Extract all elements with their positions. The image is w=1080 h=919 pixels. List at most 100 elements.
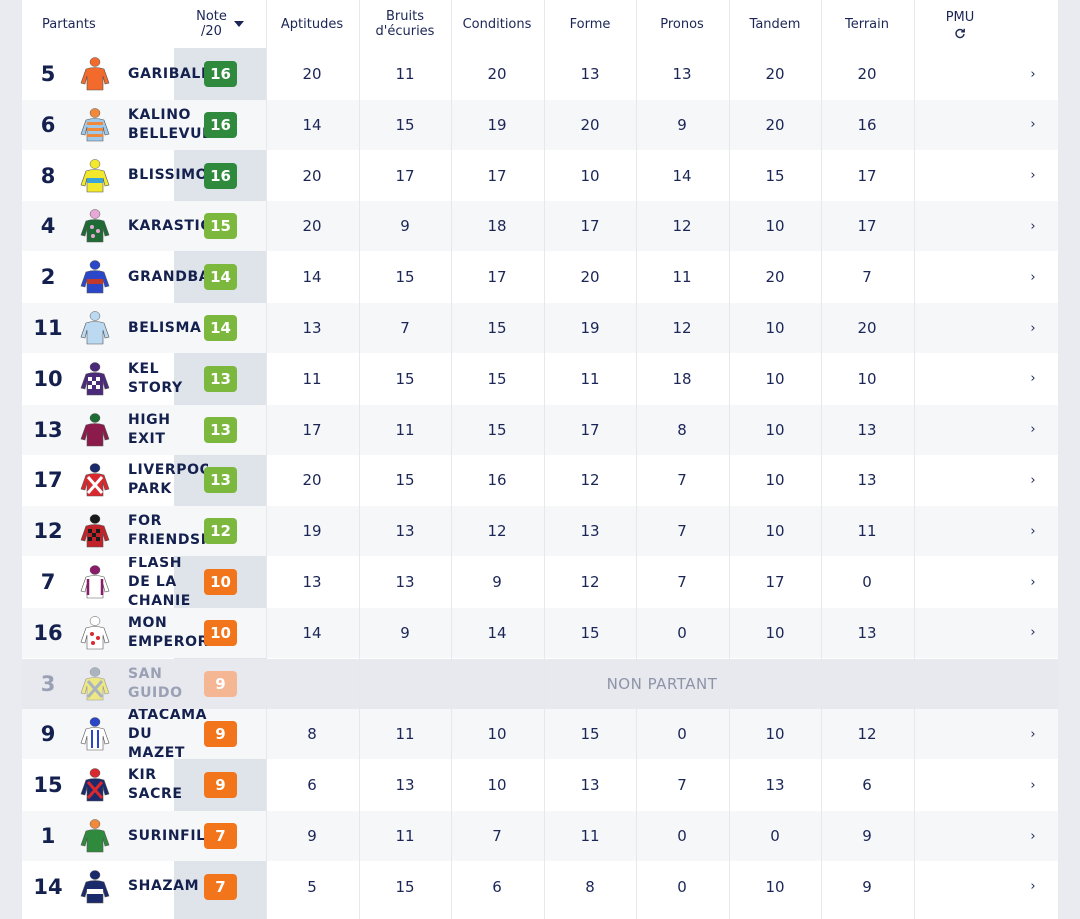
cell-terrain: 11 [857,522,877,541]
runner-row[interactable]: 8 BLISSIMO 16 20 17 17 10 14 15 17 › [22,151,1058,201]
caret-down-icon [233,21,244,27]
jockey-silk-icon [78,513,112,550]
cell-bruits: 15 [395,471,415,490]
runner-row[interactable]: 9 ATACAMA DU MAZET 9 8 11 10 15 0 10 12 › [22,709,1058,760]
horse-name[interactable]: LIVERPOOL PARK [128,455,208,505]
table-header: Partants Note /20 Aptitudes Bruits d'écuri… [22,0,1058,48]
horse-name[interactable]: BELISMA [128,303,208,353]
horse-name[interactable]: KARASTIC [128,201,208,251]
runner-row[interactable]: 13 HIGH EXIT 13 17 11 15 17 8 10 13 › [22,404,1058,455]
chevron-right-icon[interactable]: › [1030,168,1036,184]
runner-row[interactable]: 1 SURINFIL 7 9 11 7 11 0 0 9 › [22,811,1058,861]
jockey-silk-icon [78,208,112,245]
horse-name[interactable]: MON EMPEROR [128,608,208,658]
column-separator [359,0,360,919]
chevron-right-icon[interactable]: › [1030,371,1036,387]
cell-terrain: 10 [857,369,877,388]
horse-name[interactable]: BLISSIMO [128,151,208,201]
horse-name[interactable]: HIGH EXIT [128,405,208,455]
horse-name[interactable]: KALINO BELLEVUE [128,100,208,150]
runner-row[interactable]: 2 GRANDBAY141415172011207› [22,252,1058,302]
runner-row[interactable]: 16 MON EMPEROR 10 14 9 14 15 0 10 13 › [22,607,1058,658]
header-pmu[interactable]: PMU [914,0,1006,48]
horse-name-line: EXIT [128,430,166,447]
horse-name-line: SACRE [128,786,183,803]
header-column-label: Bruits [386,9,424,24]
header-column-label: Conditions [462,16,532,32]
runner-row[interactable]: 10 KEL STORY 13 11 15 15 11 18 10 10 › [22,354,1058,404]
horse-name[interactable]: FLASH DE LA CHANIE [128,557,208,607]
column-separator [914,0,915,919]
horse-name[interactable]: SHAZAM [128,862,208,912]
cell-pronos: 8 [677,420,687,439]
header-tandem[interactable]: Tandem [729,0,821,48]
chevron-right-icon[interactable]: › [1030,422,1036,438]
runner-row[interactable]: 3 SAN GUIDO 9 NON PARTANT [22,658,1058,709]
cell-conditions: 15 [487,369,507,388]
cell-tandem: 10 [765,623,785,642]
horse-name-line: DE LA [128,573,177,590]
cell-aptitudes: 14 [302,268,322,287]
note-badge: 14 [204,264,237,291]
horse-name[interactable]: SURINFIL [128,811,208,861]
chevron-right-icon[interactable]: › [1030,523,1036,539]
chevron-right-icon[interactable]: › [1030,320,1036,336]
horse-name[interactable]: KEL STORY [128,354,208,404]
cell-conditions: 10 [487,725,507,744]
header-conditions[interactable]: Conditions [451,0,543,48]
horse-name-line: KEL [128,360,160,377]
horse-name[interactable]: KIR SACRE [128,760,208,810]
runner-row[interactable]: 7 FLASH DE LA CHANIE 10 13 13 9 12 7 17 0 › [22,557,1058,607]
runner-row[interactable]: 14 SHAZAM 7 5 15 6 8 0 10 9 › [22,862,1058,912]
header-aptitudes[interactable]: Aptitudes [266,0,358,48]
header-bruits[interactable]: Bruits d'écuries [359,0,451,48]
cell-bruits: 13 [395,522,415,541]
cell-tandem: 20 [765,65,785,83]
cell-forme: 17 [580,217,600,236]
horse-name[interactable]: FOR FRIENDSHIP [128,506,208,556]
chevron-right-icon[interactable]: › [1030,574,1036,590]
header-forme[interactable]: Forme [544,0,636,48]
runner-row[interactable]: 5 GARIBALDI16 20 11 20 13 13 20 20 › [22,49,1058,99]
header-column-label: Forme [569,16,611,32]
horse-name[interactable]: SAN GUIDO [128,659,208,709]
cell-tandem: 10 [765,725,785,744]
header-partants[interactable]: Partants [42,0,142,48]
non-partant-label: NON PARTANT [606,674,718,693]
runner-number: 17 [33,468,63,493]
horse-name-line: EMPEROR [128,633,208,650]
cell-tandem: 13 [765,776,785,795]
runner-row[interactable]: 15 KIR SACRE 9 6 13 10 13 7 13 6 › [22,760,1058,810]
runner-row[interactable]: 12 FORFRIENDSHIP121913121371011› [22,506,1058,557]
chevron-right-icon[interactable]: › [1030,117,1036,133]
cell-terrain: 16 [857,115,877,134]
runner-number: 12 [33,519,63,544]
header-terrain[interactable]: Terrain [821,0,913,48]
runner-row[interactable]: 17 LIVERPOOL PARK 13 20 15 16 12 7 10 13 › [22,455,1058,505]
runner-row[interactable]: 4 KARASTIC 15 20 9 18 17 12 10 17 › [22,201,1058,252]
chevron-right-icon[interactable]: › [1030,726,1036,742]
note-badge: 10 [204,569,237,595]
horse-name[interactable]: ATACAMA DU MAZET [128,709,208,759]
chevron-right-icon[interactable]: › [1030,777,1036,793]
horse-name-line: KIR [128,767,157,784]
runner-row[interactable]: 11 BELISMA 14 13 7 15 19 12 10 20 › [22,303,1058,353]
chevron-right-icon[interactable]: › [1030,269,1036,285]
cell-pronos: 12 [672,319,692,337]
chevron-right-icon[interactable]: › [1030,625,1036,641]
chevron-right-icon[interactable]: › [1030,828,1036,844]
chevron-right-icon[interactable]: › [1030,879,1036,895]
horse-name[interactable]: GRANDBAY [128,252,208,302]
jockey-silk-icon [78,818,112,855]
horse-name-line: LIVERPOOL [128,462,208,479]
chevron-right-icon[interactable]: › [1030,66,1036,82]
cell-forme: 12 [580,471,600,490]
chevron-right-icon[interactable]: › [1030,472,1036,488]
horse-name[interactable]: GARIBALDI [128,49,208,99]
horse-name-line: SURINFIL [128,827,206,844]
header-pronos[interactable]: Pronos [636,0,728,48]
refresh-icon[interactable] [954,27,966,39]
runner-row[interactable]: 6 KALINO BELLEVUE 16 14 15 19 20 9 20 16 › [22,99,1058,150]
header-note-sort[interactable]: Note /20 [174,0,266,48]
chevron-right-icon[interactable]: › [1030,218,1036,234]
